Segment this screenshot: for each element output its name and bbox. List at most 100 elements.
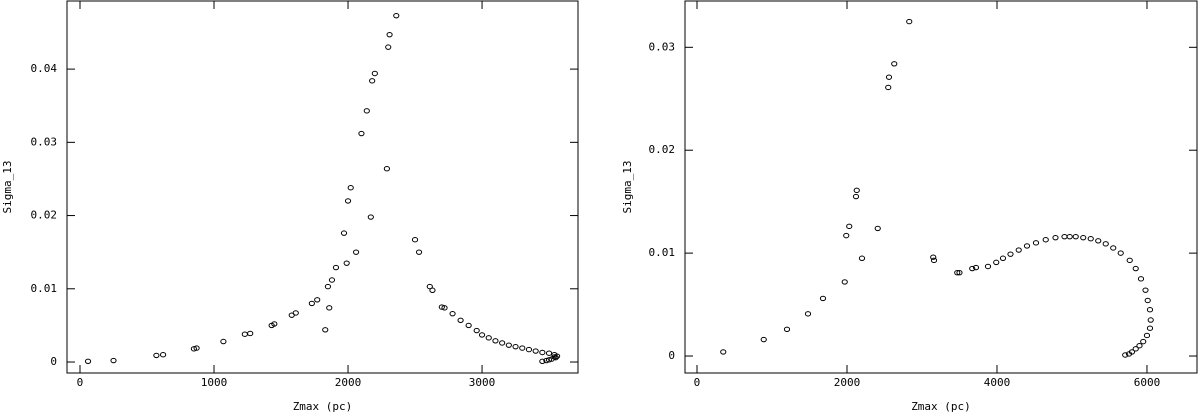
point — [841, 279, 848, 285]
x-tick-label: 0 — [77, 376, 84, 389]
point — [1136, 343, 1143, 349]
y-tick-label: 0.02 — [31, 209, 58, 222]
point — [1087, 236, 1094, 242]
y-tick-label: 0.02 — [649, 143, 676, 156]
point — [465, 322, 472, 329]
point — [858, 255, 866, 261]
point — [371, 70, 378, 77]
point — [545, 350, 553, 356]
point — [1117, 250, 1124, 256]
point — [891, 61, 898, 67]
point — [874, 225, 881, 232]
plot-frame — [66, 0, 579, 374]
point — [843, 232, 850, 239]
point — [954, 269, 961, 276]
point — [385, 44, 392, 50]
x-tick-label: 6000 — [1134, 376, 1161, 389]
y-tick-label: 0.03 — [31, 135, 58, 148]
point — [153, 352, 160, 359]
point — [1146, 325, 1154, 331]
x-tick-label: 3000 — [469, 376, 496, 389]
point — [369, 78, 376, 84]
point — [332, 264, 340, 271]
point — [328, 277, 336, 283]
point — [1146, 307, 1154, 313]
point — [1061, 233, 1068, 240]
point — [1102, 241, 1109, 247]
point — [885, 84, 892, 91]
point — [411, 237, 419, 243]
point — [539, 358, 546, 364]
point — [551, 354, 558, 360]
y-tick-label: 0.01 — [649, 246, 676, 259]
y-tick-label: 0.01 — [31, 282, 58, 295]
point — [308, 300, 315, 307]
point — [1007, 251, 1014, 257]
point — [999, 255, 1007, 261]
x-tick-label: 0 — [694, 376, 701, 389]
point — [429, 287, 436, 293]
point — [532, 348, 539, 354]
point — [478, 332, 486, 338]
point — [441, 305, 448, 311]
x-tick-label: 4000 — [984, 376, 1011, 389]
point — [1147, 317, 1154, 323]
point — [393, 12, 400, 19]
point — [720, 349, 727, 355]
point — [539, 349, 546, 356]
point — [449, 310, 456, 317]
point — [457, 317, 464, 323]
x-tick-label: 1000 — [201, 376, 228, 389]
x-axis-label: Zmax (pc) — [911, 400, 971, 413]
point — [1015, 247, 1022, 253]
x-axis-label: Zmax (pc) — [293, 400, 353, 413]
point — [1052, 234, 1059, 241]
point — [1095, 238, 1102, 244]
point — [363, 108, 370, 114]
point — [326, 305, 333, 311]
y-axis-label: Sigma_13 — [1, 161, 14, 214]
point — [1042, 237, 1049, 243]
point — [352, 249, 360, 255]
point — [322, 327, 329, 333]
x-tick-label: 2000 — [335, 376, 362, 389]
point — [760, 336, 767, 343]
point — [324, 283, 332, 290]
point — [1125, 351, 1133, 357]
point — [783, 326, 791, 332]
point — [984, 263, 992, 270]
point — [519, 345, 526, 351]
point — [930, 254, 937, 260]
point — [545, 357, 553, 363]
point — [1080, 234, 1087, 241]
point — [505, 342, 512, 348]
point — [1122, 352, 1129, 358]
point — [804, 311, 812, 317]
point — [1072, 233, 1079, 240]
point — [930, 257, 938, 264]
point — [1132, 346, 1139, 352]
point — [314, 297, 321, 303]
point — [1144, 297, 1151, 304]
point — [247, 330, 254, 337]
point — [1137, 276, 1145, 282]
point — [220, 338, 227, 345]
point — [846, 223, 853, 230]
y-tick-label: 0.04 — [31, 62, 58, 75]
point — [193, 345, 200, 351]
point — [292, 310, 299, 316]
point — [271, 321, 278, 327]
plot-frame — [684, 0, 1198, 374]
point — [159, 351, 167, 358]
point — [110, 357, 117, 364]
point — [485, 335, 492, 341]
point — [1142, 287, 1149, 293]
point — [993, 259, 1000, 266]
point — [512, 343, 519, 350]
point — [343, 260, 350, 266]
point — [1132, 265, 1139, 272]
point — [972, 264, 980, 271]
point — [241, 331, 248, 337]
point — [1126, 257, 1133, 264]
